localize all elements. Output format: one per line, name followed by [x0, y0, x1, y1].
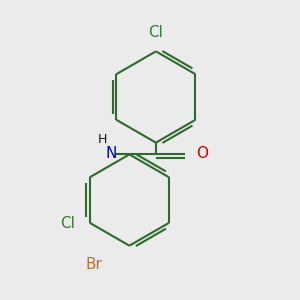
- Text: O: O: [196, 146, 208, 161]
- Text: H: H: [97, 133, 107, 146]
- Text: N: N: [105, 146, 117, 161]
- Text: Cl: Cl: [60, 215, 75, 230]
- Text: Cl: Cl: [148, 25, 163, 40]
- Text: Br: Br: [85, 256, 103, 272]
